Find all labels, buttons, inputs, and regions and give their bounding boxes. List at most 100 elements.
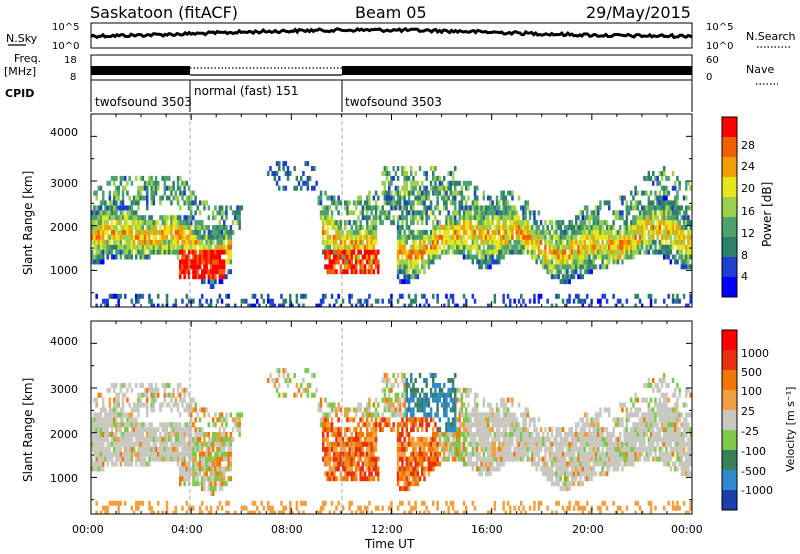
- power-cell: [333, 200, 336, 206]
- power-cell: [524, 200, 527, 206]
- velocity-cell: [183, 436, 186, 442]
- power-cell: [498, 259, 501, 265]
- power-cell: [575, 234, 578, 240]
- power-cell: [603, 244, 607, 250]
- power-cell: [238, 205, 241, 211]
- power-cell: [322, 249, 325, 255]
- power-cell: [229, 254, 233, 260]
- power-cell: [528, 229, 532, 235]
- power-cell: [185, 259, 189, 265]
- power-cell: [590, 239, 593, 245]
- velocity-cell: [220, 417, 224, 423]
- power-cell: [429, 259, 433, 265]
- velocity-cell: [161, 422, 164, 428]
- power-cell: [361, 234, 365, 240]
- power-cell: [324, 190, 327, 196]
- power-cell: [234, 215, 237, 221]
- power-cell: [443, 303, 446, 307]
- velocity-cell: [462, 510, 466, 514]
- power-cell: [370, 244, 373, 250]
- power-cell: [223, 210, 226, 216]
- power-cell: [663, 244, 666, 250]
- velocity-cell: [456, 451, 459, 457]
- velocity-cell: [194, 441, 197, 447]
- power-cell: [588, 303, 591, 307]
- power-cell: [218, 279, 222, 285]
- velocity-cell: [121, 382, 125, 388]
- power-cell: [597, 244, 600, 250]
- power-cell: [526, 244, 530, 250]
- power-cell: [366, 303, 369, 307]
- power-cell: [575, 249, 578, 255]
- power-cell: [597, 205, 600, 211]
- power-cell: [181, 298, 184, 304]
- velocity-cell: [335, 461, 338, 467]
- power-cell: [612, 234, 615, 240]
- velocity-cell: [379, 422, 382, 428]
- power-cell: [656, 220, 659, 226]
- velocity-cell: [218, 486, 222, 492]
- power-cell: [238, 210, 241, 216]
- power-cell: [348, 210, 351, 216]
- power-cell: [509, 303, 512, 307]
- power-cell: [656, 195, 659, 201]
- velocity-cell: [205, 466, 208, 472]
- velocity-cell: [110, 500, 114, 506]
- power-cell: [480, 234, 483, 240]
- power-cell: [128, 244, 131, 250]
- velocity-cell: [333, 466, 336, 472]
- velocity-cell: [414, 466, 417, 472]
- power-cell: [152, 244, 156, 250]
- power-cell: [161, 303, 164, 307]
- power-cell: [676, 205, 679, 211]
- power-cell: [339, 229, 343, 235]
- power-cell: [539, 234, 543, 240]
- power-cell: [227, 303, 230, 307]
- power-cell: [132, 210, 136, 216]
- power-cell: [524, 234, 527, 240]
- power-cell: [176, 185, 180, 191]
- power-cell: [623, 254, 626, 260]
- power-cell: [335, 225, 338, 230]
- power-cell: [625, 215, 629, 221]
- power-cell: [581, 239, 585, 245]
- velocity-cell: [407, 397, 411, 403]
- power-cell: [374, 225, 378, 230]
- velocity-cell: [201, 466, 204, 472]
- velocity-cell: [181, 446, 184, 452]
- power-cell: [559, 244, 563, 250]
- power-cell: [429, 249, 433, 255]
- velocity-cell: [476, 422, 479, 428]
- power-cell: [192, 254, 195, 260]
- power-cell: [597, 215, 600, 221]
- velocity-cell: [181, 505, 184, 511]
- power-cell: [355, 303, 358, 307]
- velocity-cell: [471, 446, 475, 452]
- velocity-cell: [363, 471, 367, 477]
- velocity-cell: [390, 382, 393, 388]
- power-cell: [473, 190, 477, 196]
- power-cell: [528, 234, 532, 240]
- power-cell: [174, 195, 178, 201]
- velocity-cell: [385, 422, 389, 428]
- power-cell: [225, 229, 228, 235]
- velocity-cell: [113, 432, 116, 437]
- power-cell: [660, 175, 664, 181]
- velocity-cell: [106, 422, 109, 428]
- power-cell: [520, 303, 523, 307]
- velocity-cell: [352, 471, 356, 477]
- velocity-cell: [201, 481, 204, 487]
- velocity-cell: [121, 407, 125, 413]
- power-cell: [379, 220, 382, 226]
- velocity-cell: [337, 407, 340, 413]
- power-cell: [471, 205, 475, 211]
- velocity-cell: [209, 505, 213, 511]
- velocity-cell: [348, 505, 351, 511]
- power-cell: [126, 234, 129, 240]
- power-cell: [324, 210, 327, 216]
- power-cell: [682, 244, 686, 250]
- power-cell: [495, 220, 499, 226]
- velocity-cell: [194, 436, 197, 442]
- power-cell: [99, 205, 103, 211]
- power-cell: [390, 195, 393, 201]
